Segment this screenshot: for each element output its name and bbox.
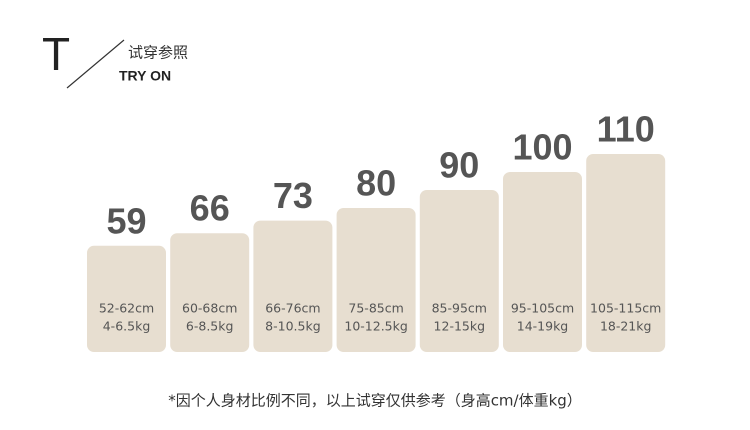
size-bar <box>586 154 666 352</box>
height-range: 105-115cm <box>590 301 661 316</box>
size-bar <box>87 245 166 352</box>
height-range: 66-76cm <box>265 301 320 316</box>
height-range: 95-105cm <box>511 301 574 316</box>
weight-range: 14-19kg <box>517 319 569 334</box>
height-range: 85-95cm <box>432 301 487 316</box>
size-label: 59 <box>106 200 146 241</box>
header-title-cn: 试穿参照 <box>128 44 188 62</box>
size-bar <box>253 220 333 352</box>
size-label: 100 <box>512 127 572 168</box>
size-label: 66 <box>190 188 230 229</box>
size-bar <box>503 172 582 352</box>
height-range: 75-85cm <box>348 301 403 316</box>
weight-range: 10-12.5kg <box>344 319 407 334</box>
weight-range: 4-6.5kg <box>103 319 151 334</box>
size-label: 110 <box>597 109 655 150</box>
height-range: 52-62cm <box>99 301 154 316</box>
header-letter: T <box>42 28 70 80</box>
size-bar <box>419 190 499 352</box>
header-title-en: TRY ON <box>119 68 171 84</box>
weight-range: 8-10.5kg <box>265 319 320 334</box>
weight-range: 18-21kg <box>600 319 652 334</box>
size-label: 90 <box>439 145 479 186</box>
footnote: *因个人身材比例不同，以上试穿仅供参考（身高cm/体重kg） <box>168 392 582 410</box>
size-label: 73 <box>273 175 313 216</box>
weight-range: 12-15kg <box>434 319 486 334</box>
size-bar <box>336 208 416 352</box>
size-bar <box>170 233 250 352</box>
size-label: 80 <box>356 163 396 204</box>
divider <box>66 39 125 89</box>
height-range: 60-68cm <box>182 301 237 316</box>
weight-range: 6-8.5kg <box>186 319 234 334</box>
